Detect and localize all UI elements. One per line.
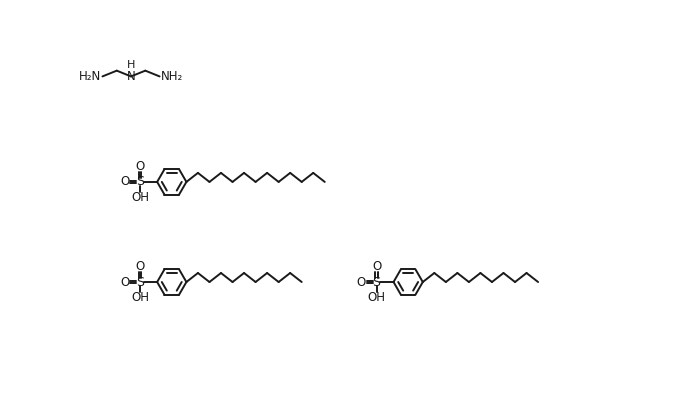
Text: H₂N: H₂N	[79, 70, 101, 83]
Text: S: S	[373, 275, 381, 288]
Text: O: O	[372, 260, 382, 273]
Text: S: S	[136, 275, 144, 288]
Text: OH: OH	[368, 291, 386, 304]
Text: NH₂: NH₂	[161, 70, 183, 83]
Text: OH: OH	[131, 191, 149, 204]
Text: N: N	[126, 70, 136, 83]
Text: OH: OH	[131, 291, 149, 304]
Text: H: H	[127, 60, 136, 70]
Text: O: O	[136, 260, 145, 273]
Text: O: O	[120, 175, 129, 188]
Text: O: O	[136, 160, 145, 173]
Text: O: O	[120, 275, 129, 288]
Text: S: S	[136, 175, 144, 188]
Text: O: O	[357, 275, 366, 288]
